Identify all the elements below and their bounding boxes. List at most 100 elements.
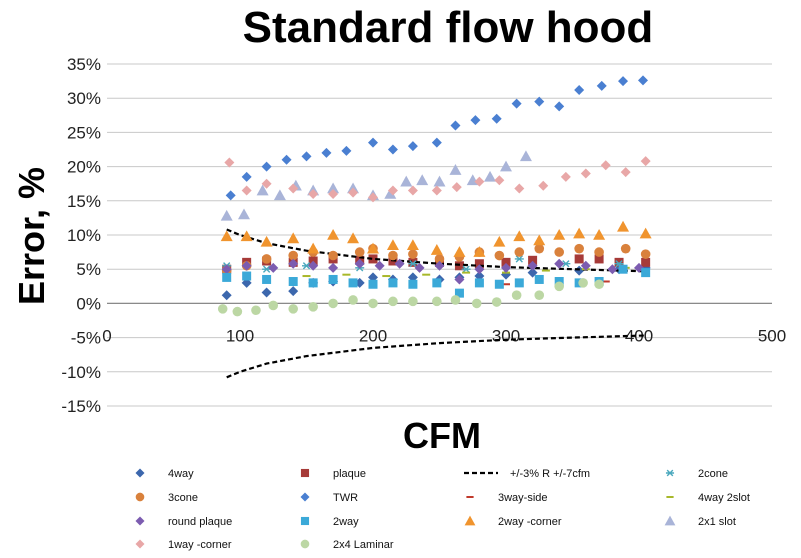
data-point bbox=[554, 281, 564, 292]
data-point bbox=[328, 262, 339, 273]
legend-swatch bbox=[300, 539, 310, 549]
data-point bbox=[484, 170, 497, 182]
data-point bbox=[408, 296, 418, 307]
x-tick-label: 200 bbox=[359, 326, 387, 345]
data-point bbox=[596, 80, 607, 91]
series-2x1-slot bbox=[220, 150, 532, 221]
data-point bbox=[534, 290, 545, 300]
data-point bbox=[474, 176, 485, 187]
data-point bbox=[450, 120, 461, 131]
plot-area bbox=[217, 75, 652, 379]
data-point bbox=[451, 182, 462, 193]
data-point bbox=[450, 295, 461, 305]
data-point bbox=[262, 274, 272, 284]
data-point bbox=[580, 168, 591, 179]
y-tick-label: -10% bbox=[61, 363, 101, 382]
legend-item: 2way bbox=[300, 516, 359, 528]
data-point bbox=[221, 290, 232, 301]
data-point bbox=[288, 304, 299, 314]
data-point bbox=[406, 239, 419, 251]
series-1way-corner bbox=[224, 156, 651, 203]
data-point bbox=[449, 164, 462, 175]
data-point bbox=[237, 208, 250, 220]
data-point bbox=[222, 272, 232, 282]
data-point bbox=[241, 185, 252, 196]
data-point bbox=[618, 264, 628, 274]
data-point bbox=[434, 254, 445, 264]
data-point bbox=[384, 187, 397, 199]
data-point bbox=[637, 75, 648, 86]
y-tick-label: -15% bbox=[61, 397, 101, 416]
data-point bbox=[600, 160, 611, 171]
data-point bbox=[220, 230, 233, 242]
data-point bbox=[501, 257, 511, 267]
data-point bbox=[408, 279, 418, 289]
data-point bbox=[220, 209, 233, 221]
data-point bbox=[416, 174, 429, 186]
data-point bbox=[614, 257, 624, 267]
data-point bbox=[578, 278, 588, 288]
series-twr bbox=[225, 75, 648, 201]
data-point bbox=[501, 262, 511, 273]
legend: 4way plaque +/-3% R +/-7cfm 2cone 3cone TWR 3w… bbox=[135, 468, 750, 551]
legend-label: plaque bbox=[333, 468, 366, 480]
data-point bbox=[408, 260, 418, 268]
data-point bbox=[640, 156, 651, 167]
data-point bbox=[461, 265, 471, 273]
data-point bbox=[348, 187, 359, 198]
data-point bbox=[288, 183, 299, 194]
legend-label: 3cone bbox=[168, 492, 198, 504]
data-point bbox=[262, 265, 272, 273]
data-point bbox=[513, 230, 526, 242]
legend-item: round plaque bbox=[135, 516, 232, 528]
data-point bbox=[511, 290, 522, 300]
y-tick-label: -5% bbox=[71, 329, 101, 348]
legend-swatch bbox=[300, 468, 310, 478]
data-point bbox=[348, 295, 358, 305]
data-point bbox=[256, 184, 269, 196]
data-point bbox=[386, 239, 399, 251]
legend-swatch bbox=[665, 469, 675, 477]
data-point bbox=[307, 242, 320, 254]
data-point bbox=[620, 167, 631, 178]
data-point bbox=[288, 277, 298, 287]
data-point bbox=[341, 145, 352, 156]
legend-item: +/-3% R +/-7cfm bbox=[464, 468, 590, 480]
data-point bbox=[494, 279, 504, 289]
data-point bbox=[514, 247, 525, 257]
data-point bbox=[387, 185, 398, 196]
data-point bbox=[470, 115, 481, 126]
data-point bbox=[432, 278, 442, 288]
data-point bbox=[594, 279, 604, 290]
data-point bbox=[374, 260, 385, 271]
data-point bbox=[400, 175, 413, 187]
y-tick-label: 25% bbox=[67, 123, 101, 142]
legend-label: 1way -corner bbox=[168, 539, 232, 551]
data-point bbox=[388, 250, 398, 261]
legend-swatch bbox=[135, 516, 145, 526]
tolerance-line-lower bbox=[226, 334, 646, 379]
data-point bbox=[511, 98, 522, 109]
data-point bbox=[641, 257, 651, 267]
data-point bbox=[281, 154, 292, 165]
data-point bbox=[434, 260, 445, 271]
y-tick-label: 35% bbox=[67, 55, 101, 74]
y-axis-tick-labels: 35% 30% 25% 20% 15% 10% 5% 0% -5% -10% -15% bbox=[61, 55, 101, 416]
data-point bbox=[354, 247, 365, 257]
legend-label: 2way bbox=[333, 516, 359, 528]
data-point bbox=[607, 264, 618, 275]
legend-item: 3way-side bbox=[466, 492, 548, 504]
data-point bbox=[368, 192, 378, 203]
data-point bbox=[431, 137, 442, 148]
data-point bbox=[308, 302, 318, 312]
data-point bbox=[251, 305, 261, 316]
x-axis-title: CFM bbox=[403, 415, 481, 456]
legend-label: 2cone bbox=[698, 468, 728, 480]
data-point bbox=[534, 243, 545, 254]
legend-swatch bbox=[300, 492, 310, 502]
data-point bbox=[618, 76, 629, 87]
gridlines bbox=[107, 63, 772, 407]
data-point bbox=[407, 185, 418, 196]
x-tick-label: 300 bbox=[492, 326, 520, 345]
legend-label: 2x4 Laminar bbox=[333, 539, 394, 551]
